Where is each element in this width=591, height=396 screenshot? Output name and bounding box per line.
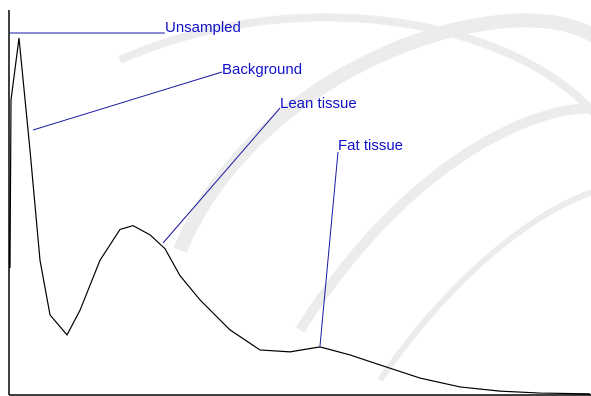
histogram-curve <box>10 38 590 394</box>
background-swoosh <box>120 17 591 380</box>
leader-line <box>163 108 280 243</box>
chart: Unsampled Background Lean tissue Fat tissue <box>0 0 591 396</box>
annotation: Fat tissue <box>338 137 403 154</box>
leader-line <box>33 72 222 130</box>
annotation: Background <box>222 61 302 78</box>
leader-line <box>320 152 338 346</box>
annotation: Unsampled <box>165 19 241 36</box>
annotation: Lean tissue <box>280 95 357 112</box>
